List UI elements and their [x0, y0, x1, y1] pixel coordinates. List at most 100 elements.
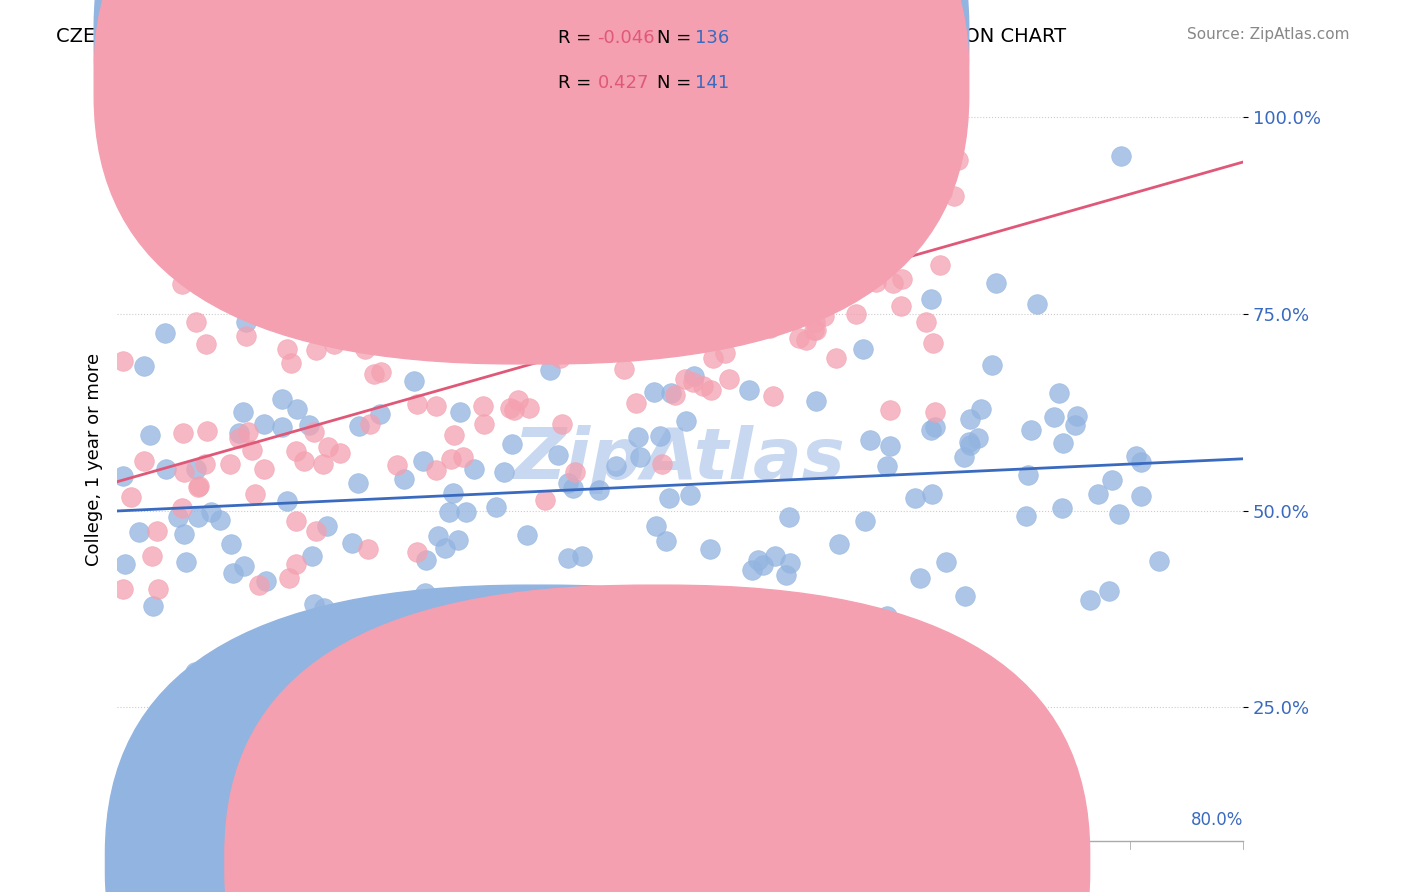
Point: [484, 500, 506, 514]
Point: [219, 537, 242, 551]
Point: [852, 342, 875, 356]
Point: [1087, 487, 1109, 501]
Point: [1078, 592, 1101, 607]
Point: [890, 272, 912, 286]
Point: [1026, 297, 1049, 311]
Point: [312, 458, 335, 472]
Point: [454, 285, 477, 300]
Point: [299, 635, 322, 649]
Point: [222, 566, 245, 580]
Point: [447, 533, 470, 547]
Point: [363, 368, 385, 382]
Point: [756, 216, 779, 230]
Point: [499, 401, 522, 415]
Point: [370, 365, 392, 379]
Point: [236, 425, 259, 439]
Point: [853, 515, 876, 529]
Text: Czechs: Czechs: [548, 852, 607, 870]
Point: [111, 582, 134, 597]
Point: [588, 483, 610, 498]
Point: [402, 375, 425, 389]
Point: [184, 665, 207, 679]
Text: 141: 141: [695, 74, 728, 92]
Point: [737, 232, 759, 246]
Point: [793, 162, 815, 177]
Point: [492, 466, 515, 480]
Point: [557, 475, 579, 490]
Point: [931, 185, 953, 199]
Point: [550, 244, 572, 259]
Point: [172, 500, 194, 515]
Point: [879, 402, 901, 417]
Point: [648, 428, 671, 442]
Point: [167, 510, 190, 524]
Point: [605, 458, 627, 473]
Point: [1021, 423, 1043, 437]
Point: [868, 191, 890, 205]
Point: [188, 479, 211, 493]
Point: [357, 541, 380, 556]
Point: [412, 454, 434, 468]
Point: [583, 321, 606, 335]
Point: [517, 401, 540, 415]
Point: [304, 524, 326, 538]
Point: [700, 383, 723, 397]
Point: [186, 315, 208, 329]
Point: [946, 153, 969, 168]
Point: [316, 440, 339, 454]
Point: [148, 582, 170, 597]
Point: [471, 399, 494, 413]
Point: [845, 307, 868, 321]
Point: [787, 295, 810, 310]
Point: [453, 450, 475, 464]
Point: [651, 457, 673, 471]
Point: [658, 491, 681, 505]
Point: [813, 309, 835, 323]
Point: [437, 505, 460, 519]
Point: [773, 239, 796, 253]
Point: [392, 472, 415, 486]
Point: [278, 571, 301, 585]
Point: [232, 404, 254, 418]
Point: [779, 556, 801, 570]
Point: [959, 412, 981, 426]
Text: -0.046: -0.046: [598, 29, 655, 47]
Point: [756, 264, 779, 278]
Point: [758, 321, 780, 335]
Point: [752, 558, 775, 572]
Point: [312, 600, 335, 615]
Point: [441, 486, 464, 500]
Point: [890, 299, 912, 313]
Point: [959, 438, 981, 452]
Point: [218, 457, 240, 471]
Point: [209, 512, 232, 526]
Text: CZECH VS IMMIGRANTS FROM SOUTH CENTRAL ASIA COLLEGE, 1 YEAR OR MORE CORRELATION : CZECH VS IMMIGRANTS FROM SOUTH CENTRAL A…: [56, 27, 1066, 45]
Point: [628, 450, 651, 464]
Point: [302, 425, 325, 439]
Point: [782, 225, 804, 239]
Point: [482, 621, 505, 635]
Point: [942, 188, 965, 202]
Point: [969, 401, 991, 416]
Point: [425, 399, 447, 413]
Point: [664, 387, 686, 401]
Point: [627, 204, 650, 219]
Point: [928, 259, 950, 273]
Point: [1147, 554, 1170, 568]
Point: [645, 519, 668, 533]
Point: [128, 525, 150, 540]
Point: [276, 494, 298, 508]
Point: [280, 355, 302, 369]
Point: [621, 334, 644, 348]
Point: [235, 328, 257, 343]
Point: [1101, 473, 1123, 487]
Point: [811, 200, 834, 214]
Point: [682, 376, 704, 390]
Point: [284, 514, 307, 528]
Point: [825, 351, 848, 366]
Point: [865, 276, 887, 290]
Point: [380, 283, 402, 297]
Point: [898, 199, 921, 213]
Point: [1052, 436, 1074, 450]
Point: [747, 553, 769, 567]
